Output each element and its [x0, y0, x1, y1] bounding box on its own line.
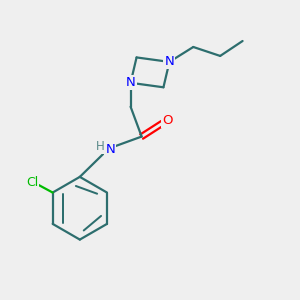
Text: O: O: [162, 114, 172, 127]
Text: H: H: [96, 140, 105, 153]
Text: Cl: Cl: [26, 176, 38, 189]
Text: N: N: [126, 76, 136, 89]
Text: N: N: [164, 56, 174, 68]
Text: N: N: [105, 142, 115, 156]
